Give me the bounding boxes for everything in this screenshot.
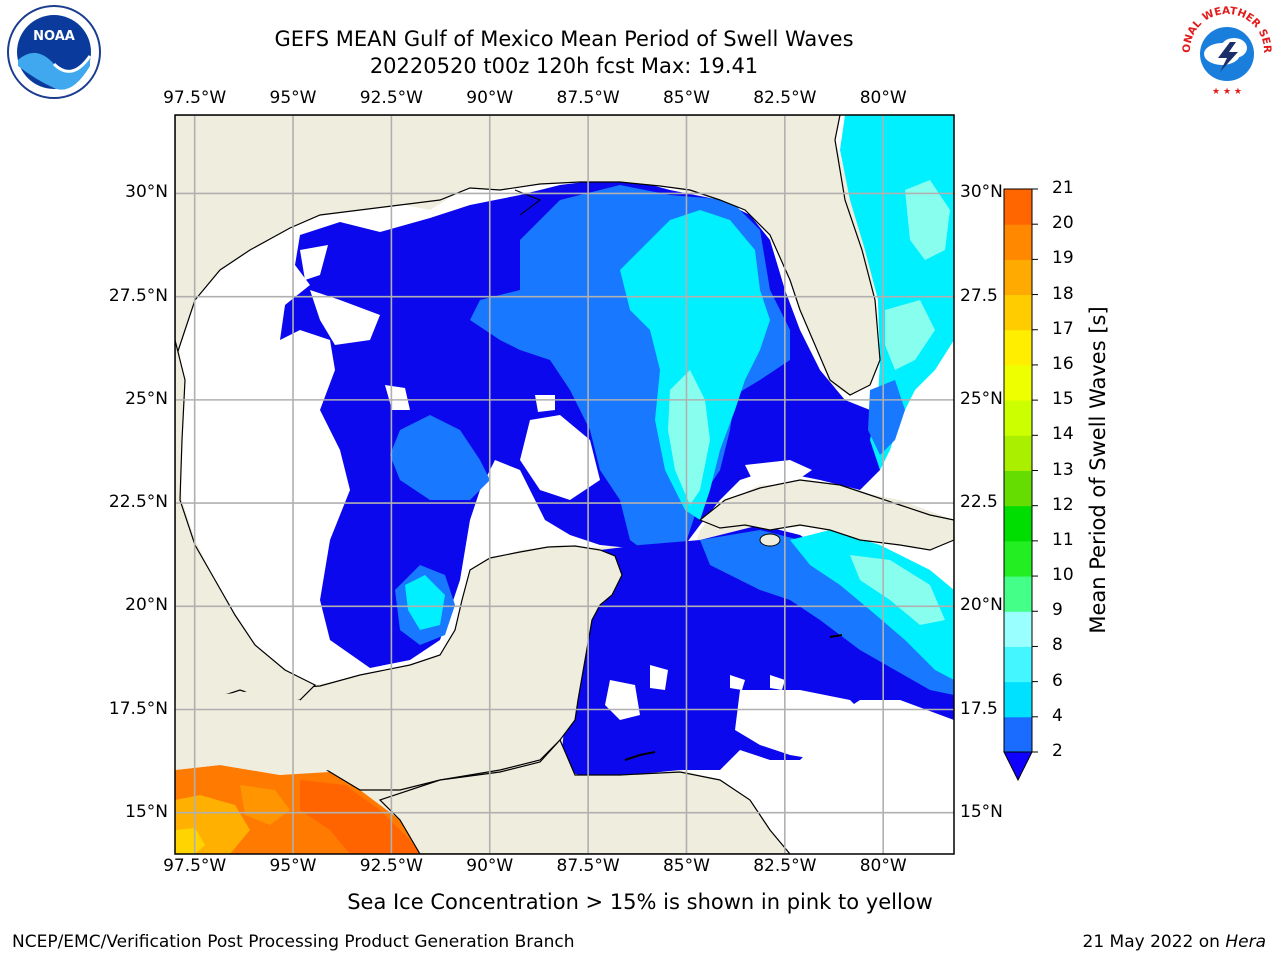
longitude-tick-label: 82.5°W — [753, 856, 817, 876]
colorbar-label: Mean Period of Swell Waves [s] — [1086, 306, 1110, 634]
longitude-tick-label: 92.5°W — [359, 856, 423, 876]
longitude-tick-label: 97.5°W — [163, 88, 227, 108]
svg-text:NOAA: NOAA — [33, 29, 75, 44]
colorbar-segment — [1004, 364, 1032, 401]
latitude-tick-label-right: 30°N — [960, 182, 1003, 203]
noaa-logo: NOAA — [7, 5, 101, 99]
svg-text:★ ★ ★: ★ ★ ★ — [1212, 87, 1242, 97]
colorbar — [1003, 188, 1038, 782]
colorbar-tick-label: 9 — [1052, 600, 1063, 621]
colorbar-segment — [1004, 716, 1032, 753]
colorbar-tick-label: 15 — [1052, 389, 1074, 410]
colorbar-segment — [1004, 540, 1032, 577]
colorbar-segment — [1004, 646, 1032, 683]
longitude-tick-label: 80°W — [859, 88, 907, 108]
colorbar-segment — [1004, 189, 1032, 225]
colorbar-segment — [1004, 329, 1032, 366]
nws-logo: NATIONAL WEATHER SERVICE ★ ★ ★ — [1178, 2, 1273, 97]
map-title: GEFS MEAN Gulf of Mexico Mean Period of … — [274, 27, 854, 51]
footer-date: 21 May 2022 on Hera — [1083, 932, 1267, 952]
longitude-tick-label: 80°W — [859, 856, 907, 876]
latitude-tick-label-right: 17.5 — [960, 698, 998, 719]
longitude-tick-label: 95°W — [269, 88, 317, 108]
colorbar-segment — [1004, 505, 1032, 542]
colorbar-tick-label: 14 — [1052, 424, 1074, 445]
colorbar-segment — [1004, 576, 1032, 612]
sea-ice-note: Sea Ice Concentration > 15% is shown in … — [347, 890, 933, 914]
gridlines — [175, 115, 954, 854]
latitude-tick-label-right: 25°N — [960, 388, 1003, 409]
longitude-tick-label: 92.5°W — [359, 88, 423, 108]
longitude-tick-label: 87.5°W — [556, 856, 620, 876]
footer-branch: NCEP/EMC/Verification Post Processing Pr… — [12, 932, 575, 952]
colorbar-tick-label: 6 — [1052, 670, 1063, 691]
latitude-tick-label-left: 15°N — [125, 801, 168, 822]
longitude-tick-label: 90°W — [466, 88, 514, 108]
colorbar-tick-label: 18 — [1052, 283, 1074, 304]
latitude-tick-label-left: 20°N — [125, 595, 168, 616]
colorbar-tick-label: 19 — [1052, 248, 1074, 269]
latitude-tick-label-left: 22.5°N — [108, 492, 168, 513]
colorbar-tick-label: 20 — [1052, 213, 1074, 234]
colorbar-tick-label: 17 — [1052, 318, 1074, 339]
colorbar-extend-min — [1003, 751, 1033, 782]
latitude-tick-label-right: 15°N — [960, 801, 1003, 822]
longitude-tick-label: 90°W — [466, 856, 514, 876]
florida-land — [175, 115, 881, 396]
colorbar-segment — [1004, 435, 1032, 471]
cuba-land — [698, 479, 954, 551]
colorbar-tick-label: 8 — [1052, 635, 1063, 656]
latitude-tick-label-left: 27.5°N — [108, 285, 168, 306]
colorbar-segment — [1004, 470, 1032, 507]
colorbar-segment — [1004, 681, 1032, 718]
colorbar-tick-label: 2 — [1052, 741, 1063, 761]
longitude-tick-label: 85°W — [662, 88, 710, 108]
footer-host: Hera — [1225, 932, 1266, 952]
colorbar-tick-label: 11 — [1052, 529, 1074, 550]
colorbar-tick-label: 10 — [1052, 565, 1074, 586]
latitude-tick-label-left: 30°N — [125, 182, 168, 203]
latitude-tick-label-left: 17.5°N — [108, 698, 168, 719]
central-america-land — [378, 738, 791, 854]
latitude-tick-label-right: 20°N — [960, 595, 1003, 616]
longitude-tick-label: 95°W — [269, 856, 317, 876]
longitude-tick-label: 82.5°W — [753, 88, 817, 108]
colorbar-segment — [1004, 611, 1032, 647]
colorbar-tick-label: 12 — [1052, 494, 1074, 515]
footer-date-text: 21 May 2022 on — [1082, 932, 1220, 952]
latitude-tick-label-right: 22.5 — [960, 492, 998, 513]
colorbar-segment — [1004, 224, 1032, 260]
colorbar-tick-label: 21 — [1052, 178, 1074, 198]
longitude-tick-label: 85°W — [662, 856, 710, 876]
latitude-tick-label-right: 27.5 — [960, 285, 998, 306]
map-subtitle: 20220520 t00z 120h fcst Max: 19.41 — [369, 54, 759, 78]
latitude-tick-label-left: 25°N — [125, 388, 168, 409]
map-frame — [174, 114, 955, 855]
colorbar-tick-label: 16 — [1052, 353, 1074, 374]
colorbar-segment — [1004, 294, 1032, 331]
longitude-tick-label: 97.5°W — [163, 856, 227, 876]
colorbar-tick-label: 13 — [1052, 459, 1074, 480]
colorbar-segment — [1004, 400, 1032, 436]
longitude-tick-label: 87.5°W — [556, 88, 620, 108]
colorbar-segment — [1004, 259, 1032, 296]
colorbar-tick-label: 4 — [1052, 705, 1063, 726]
